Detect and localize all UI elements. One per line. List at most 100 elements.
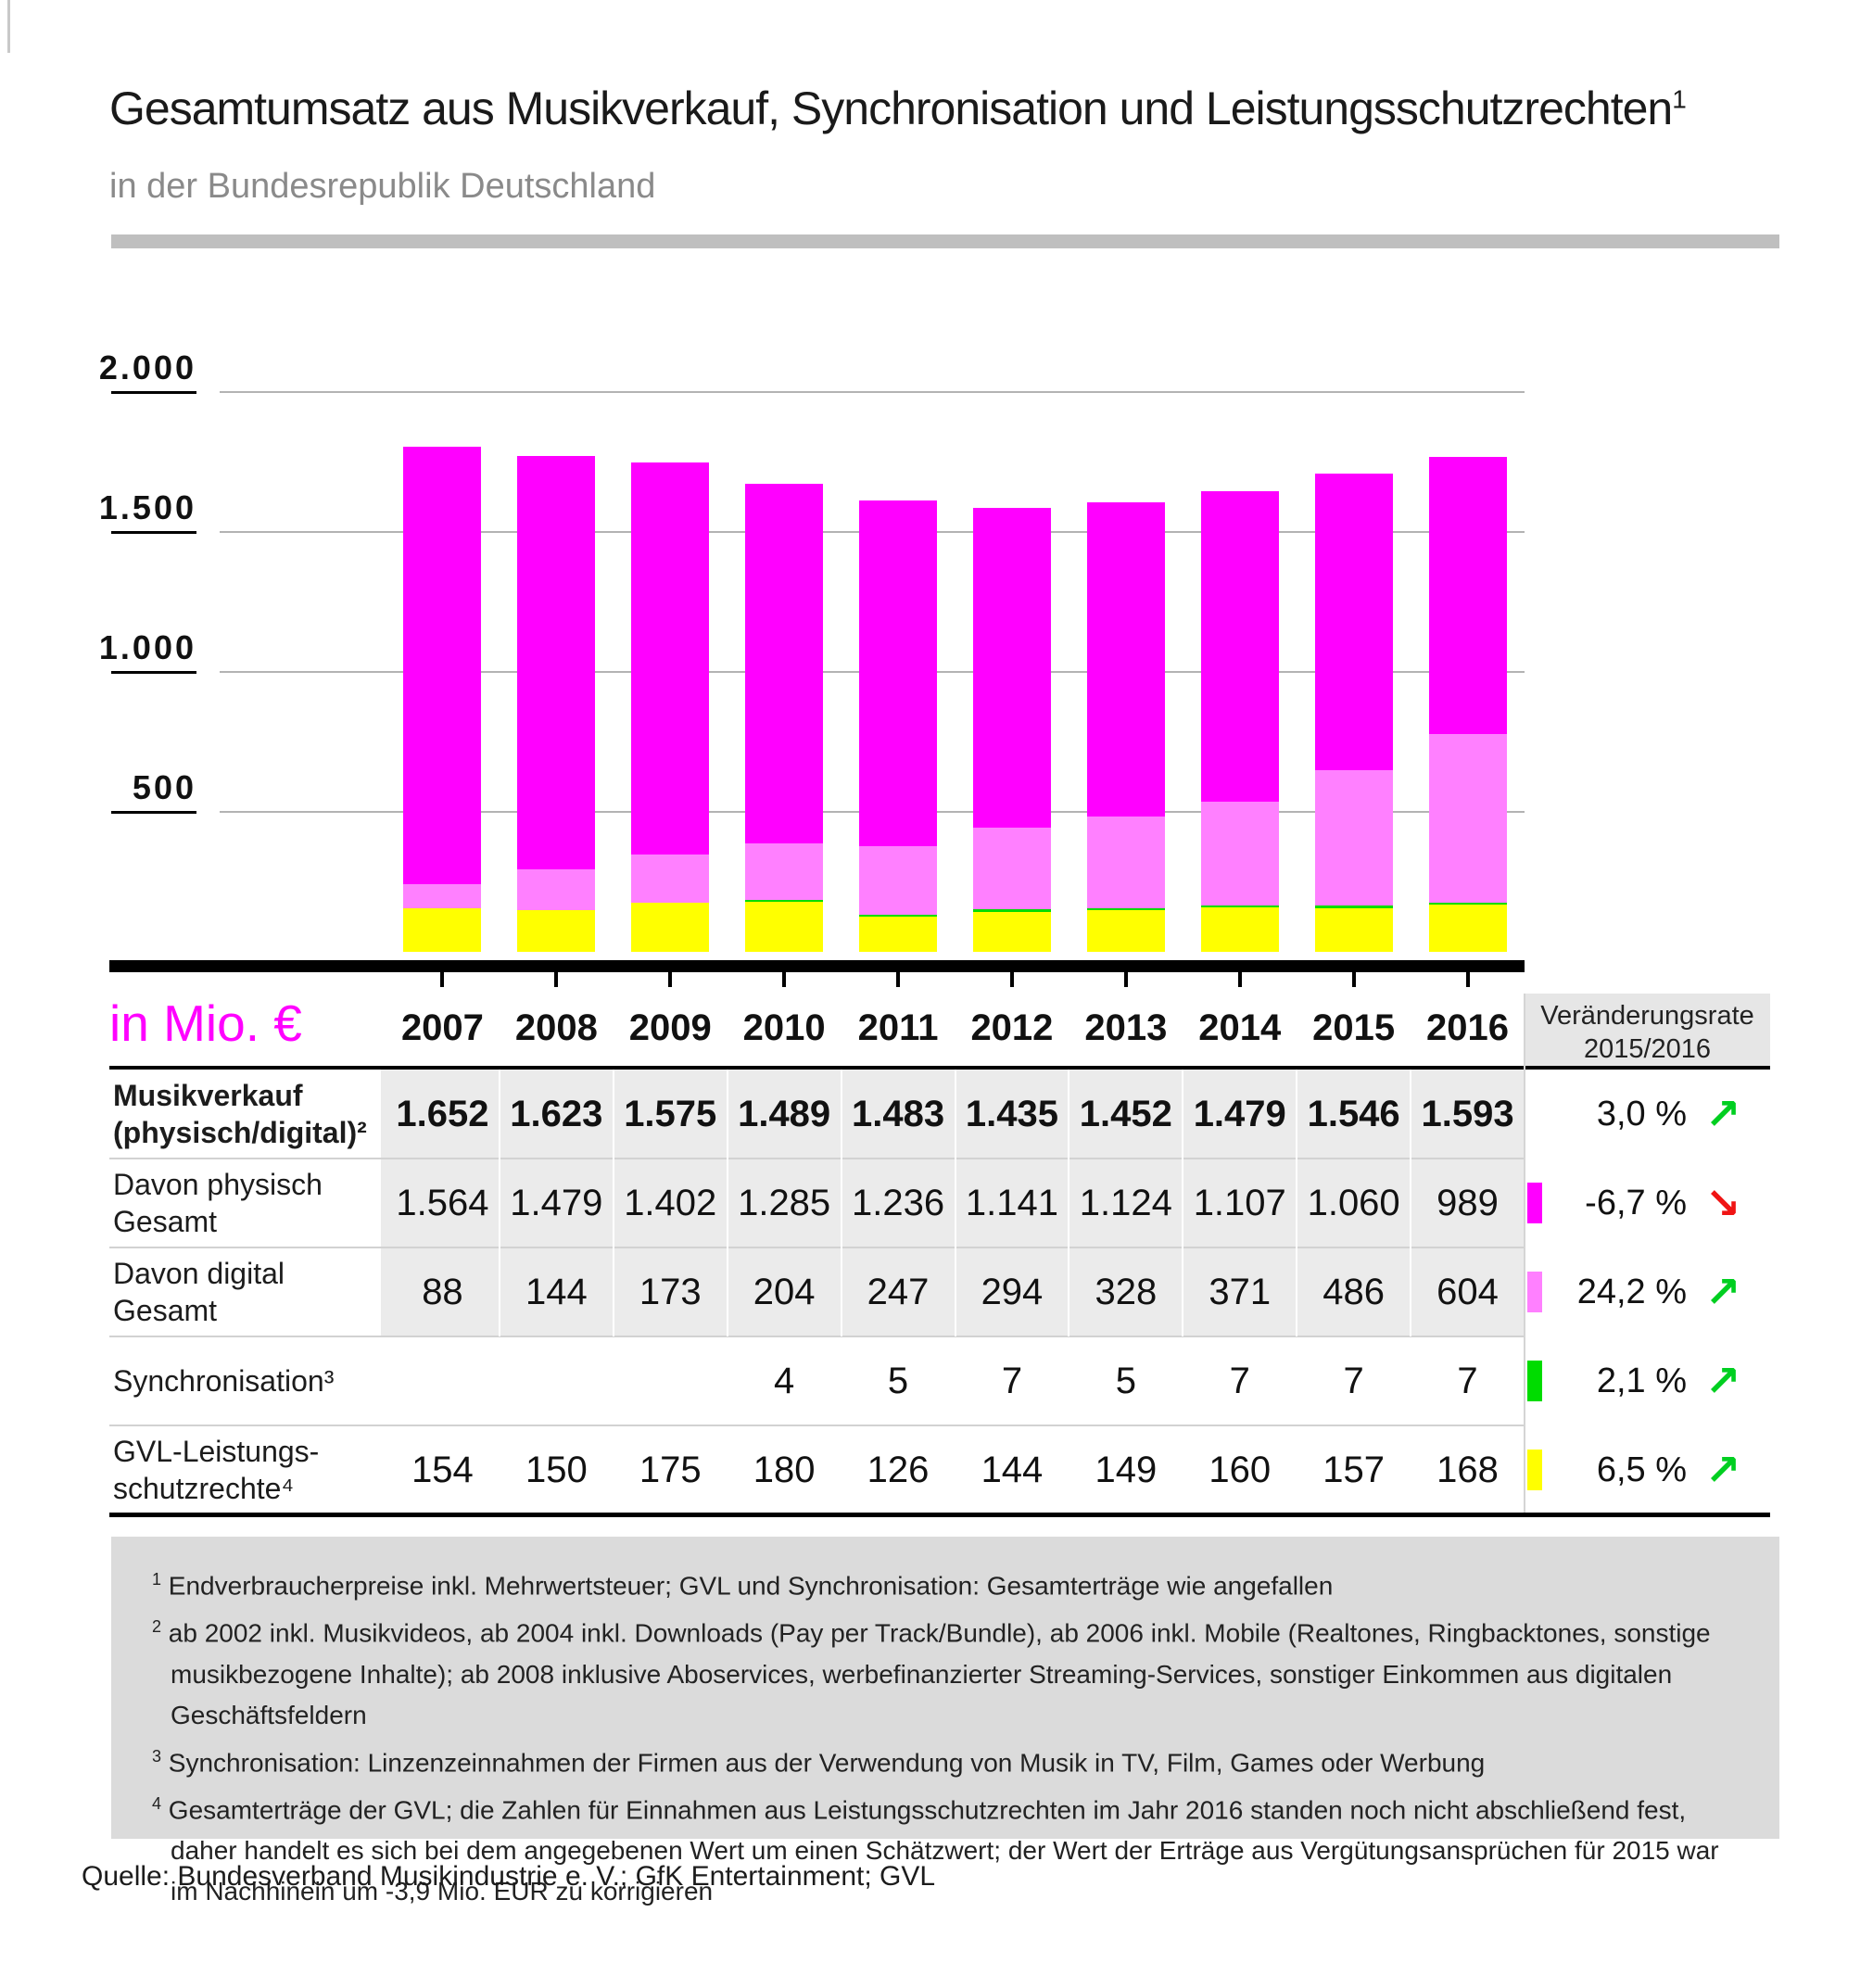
bar-segment-gvl-leistungsschutzrechte <box>859 916 938 952</box>
table-row-label: Synchronisation³ <box>113 1364 335 1398</box>
page-subtitle: in der Bundesrepublik Deutschland <box>109 167 656 206</box>
table-cell: 1.124 <box>1079 1183 1172 1223</box>
table-cell: 1.593 <box>1421 1094 1514 1134</box>
table-cell: 175 <box>639 1450 702 1490</box>
table-row-shading <box>381 1070 1525 1159</box>
table-cell: 1.236 <box>851 1183 945 1223</box>
y-axis-label: 1.000 <box>98 628 196 666</box>
table-cell: 7 <box>1229 1361 1250 1401</box>
bar-segment-gvl-leistungsschutzrechte <box>403 908 482 952</box>
x-tick <box>440 972 445 987</box>
change-rate-header-line1: Veränderungsrate <box>1540 1001 1754 1031</box>
table-cell: 1.107 <box>1193 1183 1286 1223</box>
footnote-text: ab 2002 inkl. Musikvideos, ab 2004 inkl.… <box>161 1618 1711 1729</box>
footnote-item: 4 Gesamterträge der GVL; die Zahlen für … <box>152 1783 1724 1912</box>
y-axis-tick-line <box>111 811 196 814</box>
y-axis-label: 500 <box>132 768 196 806</box>
bar-segment-synchronisation <box>1428 903 1507 905</box>
x-tick <box>668 972 673 987</box>
bar-segment-gvl-leistungsschutzrechte <box>745 901 824 952</box>
table-cell: 247 <box>867 1272 930 1312</box>
table-row-label: GVL-Leistungs- <box>113 1435 320 1468</box>
footnote-item: 1 Endverbraucherpreise inkl. Mehrwertste… <box>152 1559 1724 1606</box>
table-cell: 328 <box>1095 1272 1158 1312</box>
bar-segment-davon-digital-gesamt <box>1200 801 1279 905</box>
x-tick <box>1009 972 1014 987</box>
table-cell: 1.402 <box>624 1183 717 1223</box>
table-column-separator <box>1182 1070 1184 1336</box>
bar-segment-davon-physisch-gesamt <box>517 455 596 870</box>
table-row-separator <box>109 1425 1525 1426</box>
y-gridline <box>220 391 1525 393</box>
table-vertical-separator <box>1524 994 1525 1513</box>
table-cell: 157 <box>1322 1450 1385 1490</box>
table-row-shading <box>381 1247 1525 1336</box>
table-row-separator <box>109 1158 1525 1159</box>
bar-segment-davon-digital-gesamt <box>745 842 824 901</box>
change-rate-value: 6,5 % <box>1596 1450 1687 1489</box>
table-cell: 180 <box>753 1450 816 1490</box>
trend-down-icon: ↘ <box>1704 1179 1741 1227</box>
table-cell: 7 <box>1457 1361 1478 1401</box>
series-color-swatch <box>1527 1272 1542 1312</box>
bar-segment-synchronisation <box>972 909 1051 912</box>
bar-segment-davon-physisch-gesamt <box>972 508 1051 828</box>
table-row-label: Gesamt <box>113 1205 218 1238</box>
table-cell: 7 <box>1001 1361 1023 1401</box>
table-column-separator <box>498 1070 500 1336</box>
table-cell: 604 <box>1436 1272 1499 1312</box>
table-cell: 1.285 <box>738 1183 831 1223</box>
page-title: Gesamtumsatz aus Musikverkauf, Synchroni… <box>109 82 1787 135</box>
table-cell: 173 <box>639 1272 702 1312</box>
bar-segment-synchronisation <box>1086 908 1165 910</box>
table-column-separator <box>612 1070 614 1336</box>
change-rate-header: Veränderungsrate 2015/2016 <box>1525 994 1770 1066</box>
trend-up-icon: ↗ <box>1704 1090 1741 1138</box>
table-row-label: (physisch/digital)² <box>113 1116 367 1149</box>
table-cell: 150 <box>525 1450 588 1490</box>
bar-segment-davon-physisch-gesamt <box>403 446 482 884</box>
footnote-marker: 4 <box>152 1793 162 1813</box>
footnote-marker: 1 <box>152 1570 162 1589</box>
table-cell: 168 <box>1436 1450 1499 1490</box>
footnote-marker: 3 <box>152 1746 162 1766</box>
table-row-separator <box>109 1247 1525 1248</box>
bar-segment-davon-digital-gesamt <box>1428 733 1507 904</box>
table-cell: 294 <box>981 1272 1044 1312</box>
table-cell: 989 <box>1436 1183 1499 1223</box>
table-column-separator <box>1410 1070 1412 1336</box>
y-axis-tick-line <box>111 531 196 534</box>
x-axis-line <box>109 960 1525 972</box>
table-column-separator <box>1296 1070 1298 1336</box>
footnote-text: Synchronisation: Linzenzeinnahmen der Fi… <box>161 1747 1486 1777</box>
table-column-separator <box>726 1070 728 1336</box>
y-axis-label: 2.000 <box>98 348 196 386</box>
series-color-swatch <box>1527 1183 1542 1223</box>
table-cell: 1.623 <box>510 1094 603 1134</box>
table-cell: 4 <box>774 1361 795 1401</box>
bar-segment-davon-physisch-gesamt <box>1086 501 1165 817</box>
x-tick <box>1351 972 1356 987</box>
bar-segment-gvl-leistungsschutzrechte <box>1200 906 1279 952</box>
table-cell: 1.483 <box>851 1094 945 1134</box>
bar-segment-gvl-leistungsschutzrechte <box>631 903 710 952</box>
bar-segment-davon-digital-gesamt <box>631 854 710 904</box>
year-label: 2007 <box>400 1007 484 1048</box>
table-cell: 144 <box>525 1272 588 1312</box>
table-row-label: Musikverkauf <box>113 1079 303 1112</box>
y-axis-label: 1.500 <box>98 488 196 526</box>
bar-segment-gvl-leistungsschutzrechte <box>1314 907 1393 952</box>
bar-segment-synchronisation <box>859 915 938 917</box>
bar-segment-synchronisation <box>1314 905 1393 908</box>
footnote-text: Endverbraucherpreise inkl. Mehrwertsteue… <box>161 1571 1334 1601</box>
trend-up-icon: ↗ <box>1704 1268 1741 1316</box>
table-cell: 160 <box>1209 1450 1272 1490</box>
bar-segment-davon-physisch-gesamt <box>631 462 710 855</box>
table-cell: 486 <box>1322 1272 1385 1312</box>
change-rate-value: 2,1 % <box>1596 1361 1687 1400</box>
table-cell: 1.479 <box>510 1183 603 1223</box>
bar-segment-gvl-leistungsschutzrechte <box>517 909 596 952</box>
source-line: Quelle: Bundesverband Musikindustrie e. … <box>82 1861 936 1892</box>
footnotes-box: 1 Endverbraucherpreise inkl. Mehrwertste… <box>111 1537 1779 1906</box>
table-row-label: schutzrechte⁴ <box>113 1472 295 1505</box>
